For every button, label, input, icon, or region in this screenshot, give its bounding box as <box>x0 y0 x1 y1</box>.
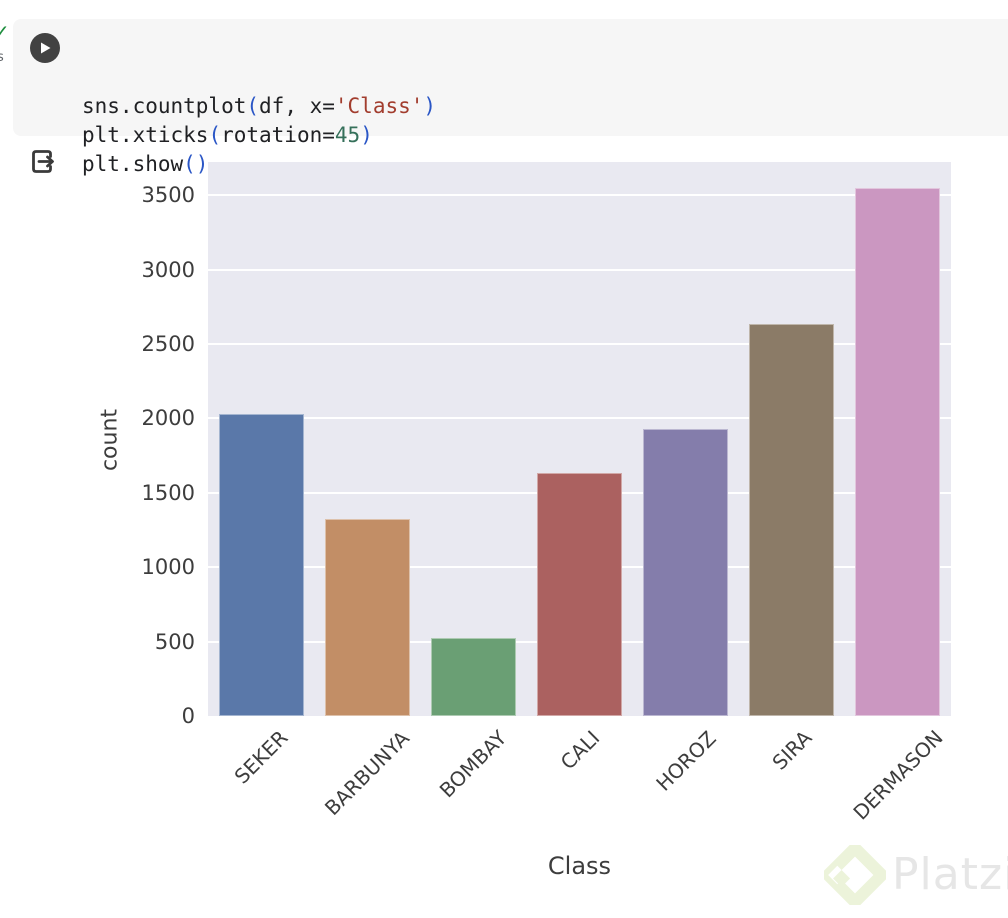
x-tick-label-barbunya: BARBUNYA <box>320 726 415 821</box>
execution-time-fragment: s <box>0 50 4 65</box>
code-token-string: 'Class' <box>334 94 424 118</box>
bar-cali <box>537 473 622 716</box>
y-tick-label-2000: 2000 <box>141 406 195 431</box>
bar-horoz <box>643 429 729 716</box>
bar-bombay <box>430 638 516 716</box>
code-token-bracket: ( <box>208 123 222 147</box>
code-token-number: 45 <box>334 123 361 147</box>
code-line: plt.show() <box>82 150 436 179</box>
code-line: sns.countplot(df, x='Class') <box>82 92 436 121</box>
y-tick-label-2500: 2500 <box>141 331 195 356</box>
export-arrow-icon <box>28 146 60 177</box>
x-axis-label: Class <box>547 852 612 880</box>
y-tick-label-500: 500 <box>154 629 195 654</box>
y-tick-label-3000: 3000 <box>141 257 195 282</box>
code-editor[interactable]: sns.countplot(df, x='Class') plt.xticks(r… <box>82 34 436 237</box>
y-tick-label-1500: 1500 <box>141 480 195 505</box>
bar-sira <box>749 323 835 716</box>
gridline-3000 <box>208 268 951 271</box>
x-tick-label-bombay: BOMBAY <box>435 725 512 803</box>
bar-dermason <box>855 188 941 716</box>
run-cell-button[interactable] <box>30 33 60 63</box>
plot-area <box>208 162 951 716</box>
x-tick-label-sira: SIRA <box>767 725 817 775</box>
code-token-bracket: ) <box>423 94 437 118</box>
x-tick-label-seker: SEKER <box>229 725 293 789</box>
code-token-plain: plt.xticks <box>82 123 209 147</box>
code-cell: sns.countplot(df, x='Class') plt.xticks(r… <box>13 19 1008 176</box>
bar-barbunya <box>324 519 410 716</box>
code-token-plain: rotation= <box>221 123 335 147</box>
x-tick-label-dermason: DERMASON <box>848 725 948 826</box>
x-tick-label-cali: CALI <box>555 726 604 775</box>
code-line: plt.xticks(rotation=45) <box>82 121 436 150</box>
x-tick-label-horoz: HOROZ <box>650 725 721 796</box>
bar-seker <box>218 414 304 716</box>
code-token-bracket: () <box>183 152 209 176</box>
gridline-2500 <box>208 343 951 345</box>
output-export-button[interactable] <box>28 145 60 177</box>
y-tick-label-0: 0 <box>181 704 195 728</box>
cell-executed-check-icon: ✓ <box>0 20 10 44</box>
y-tick-label-1000: 1000 <box>141 555 195 580</box>
y-axis-label: count <box>97 408 123 472</box>
code-token-plain: plt.show <box>82 152 184 176</box>
gridline-2000 <box>208 417 951 420</box>
y-tick-label-3500: 3500 <box>141 183 195 208</box>
gridline-3500 <box>208 194 951 197</box>
code-token-plain: sns.countplot <box>82 94 247 118</box>
code-token-bracket: ) <box>360 123 373 147</box>
code-token-plain: df, x= <box>259 94 335 118</box>
code-lines: sns.countplot(df, x='Class') plt.xticks(r… <box>82 92 436 179</box>
code-token-bracket: ( <box>246 94 260 118</box>
play-icon <box>38 41 52 55</box>
